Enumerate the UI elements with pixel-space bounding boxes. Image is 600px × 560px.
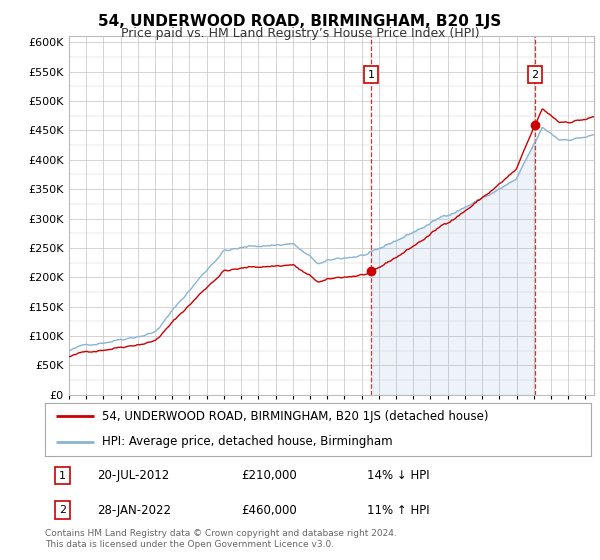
Text: 20-JUL-2012: 20-JUL-2012 <box>97 469 169 482</box>
Text: Contains HM Land Registry data © Crown copyright and database right 2024.
This d: Contains HM Land Registry data © Crown c… <box>45 529 397 549</box>
Text: 14% ↓ HPI: 14% ↓ HPI <box>367 469 430 482</box>
Text: HPI: Average price, detached house, Birmingham: HPI: Average price, detached house, Birm… <box>103 435 393 448</box>
Text: 11% ↑ HPI: 11% ↑ HPI <box>367 503 430 516</box>
Text: £460,000: £460,000 <box>242 503 298 516</box>
Text: 2: 2 <box>532 69 539 80</box>
Text: £210,000: £210,000 <box>242 469 298 482</box>
Text: 2: 2 <box>59 505 66 515</box>
Text: 54, UNDERWOOD ROAD, BIRMINGHAM, B20 1JS (detached house): 54, UNDERWOOD ROAD, BIRMINGHAM, B20 1JS … <box>103 410 489 423</box>
Text: 54, UNDERWOOD ROAD, BIRMINGHAM, B20 1JS: 54, UNDERWOOD ROAD, BIRMINGHAM, B20 1JS <box>98 14 502 29</box>
Text: Price paid vs. HM Land Registry’s House Price Index (HPI): Price paid vs. HM Land Registry’s House … <box>121 27 479 40</box>
Text: 1: 1 <box>368 69 374 80</box>
Text: 1: 1 <box>59 470 65 480</box>
Text: 28-JAN-2022: 28-JAN-2022 <box>97 503 171 516</box>
